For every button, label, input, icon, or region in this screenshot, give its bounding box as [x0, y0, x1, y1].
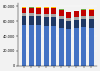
Bar: [29, 16, 34, 25]
Bar: [44, 8, 49, 14]
Bar: [22, 16, 26, 25]
Bar: [59, 9, 64, 10]
Bar: [22, 7, 26, 8]
Bar: [51, 7, 56, 8]
Bar: [74, 11, 79, 17]
Bar: [29, 7, 34, 8]
Bar: [36, 25, 41, 66]
Bar: [59, 19, 64, 28]
Bar: [44, 14, 49, 17]
Bar: [29, 25, 34, 66]
Bar: [66, 18, 71, 21]
Bar: [89, 16, 94, 19]
Bar: [29, 8, 34, 13]
Bar: [89, 10, 94, 16]
Bar: [74, 28, 79, 66]
Bar: [81, 16, 86, 19]
Bar: [89, 19, 94, 28]
Bar: [36, 16, 41, 25]
Bar: [22, 25, 26, 66]
Bar: [22, 8, 26, 13]
Bar: [66, 12, 71, 18]
Bar: [51, 14, 56, 17]
Bar: [89, 28, 94, 66]
Bar: [51, 8, 56, 14]
Bar: [36, 13, 41, 16]
Bar: [66, 29, 71, 66]
Bar: [59, 28, 64, 66]
Bar: [36, 7, 41, 8]
Bar: [51, 26, 56, 66]
Bar: [44, 26, 49, 66]
Bar: [81, 27, 86, 66]
Bar: [59, 16, 64, 19]
Bar: [81, 19, 86, 27]
Bar: [51, 17, 56, 26]
Bar: [81, 10, 86, 16]
Bar: [29, 13, 34, 16]
Bar: [81, 9, 86, 10]
Bar: [59, 10, 64, 16]
Bar: [22, 13, 26, 16]
Bar: [66, 21, 71, 29]
Bar: [74, 20, 79, 28]
Bar: [44, 17, 49, 26]
Bar: [89, 9, 94, 10]
Bar: [74, 17, 79, 20]
Bar: [36, 8, 41, 13]
Bar: [44, 7, 49, 8]
